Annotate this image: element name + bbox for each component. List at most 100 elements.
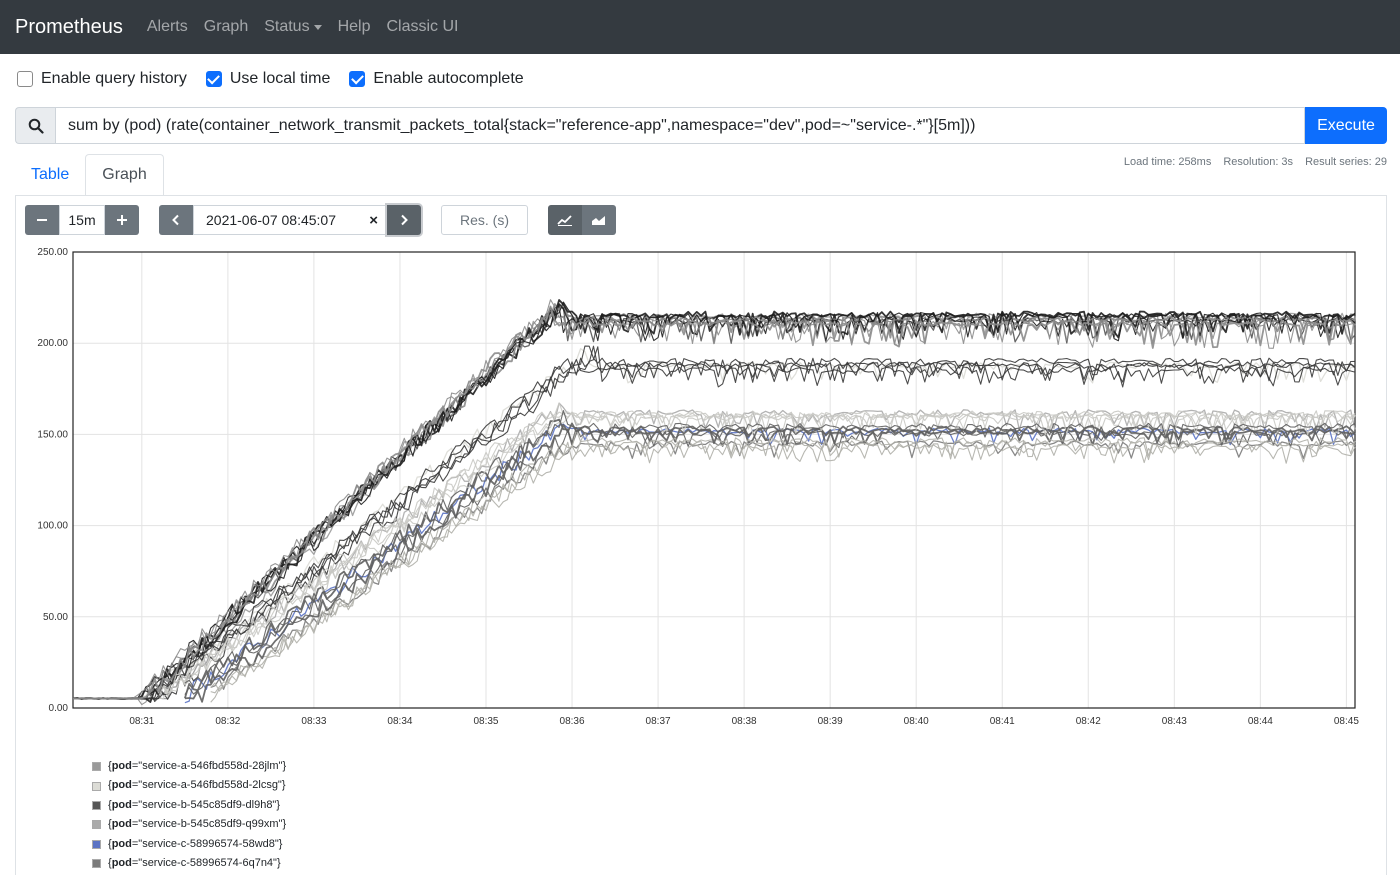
increase-range-button[interactable]	[105, 205, 139, 235]
x-tick-label: 08:32	[215, 716, 240, 727]
x-tick-label: 08:44	[1248, 716, 1273, 727]
x-tick-label: 08:42	[1076, 716, 1101, 727]
x-tick-label: 08:45	[1334, 716, 1359, 727]
option-local-time[interactable]: Use local time	[205, 70, 331, 88]
legend-label: {pod="service-c-58996574-6q7n4"}	[108, 857, 281, 870]
nav-status-label: Status	[264, 18, 310, 35]
query-input[interactable]: sum by (pod) (rate(container_network_tra…	[55, 107, 1305, 144]
local-time-checkbox[interactable]	[205, 71, 222, 87]
legend-item[interactable]: {pod="service-a-546fbd558d-2lcsg"}	[92, 776, 286, 795]
x-tick-label: 08:38	[732, 716, 757, 727]
autocomplete-label: Enable autocomplete	[373, 70, 524, 87]
graph-controls: 15m 2021-06-07 08:45:07 × Res. (s)	[25, 205, 636, 235]
series-line-additional	[210, 429, 1356, 694]
query-bar: sum by (pod) (rate(container_network_tra…	[15, 107, 1387, 144]
nav-alerts[interactable]: Alerts	[146, 18, 188, 35]
series-line-additional	[184, 410, 1356, 688]
series-line-additional	[72, 303, 1356, 700]
query-history-checkbox[interactable]	[17, 71, 33, 87]
chart-legend: {pod="service-a-546fbd558d-28jlm"} {pod="…	[92, 757, 286, 873]
legend-swatch	[92, 859, 101, 869]
previous-time-button[interactable]	[159, 205, 193, 235]
series-line-additional	[141, 346, 1356, 700]
nav-classic-ui[interactable]: Classic UI	[386, 18, 459, 35]
legend-swatch	[92, 781, 101, 791]
end-time-field: 2021-06-07 08:45:07 ×	[193, 205, 387, 235]
x-tick-label: 08:37	[646, 716, 671, 727]
x-tick-label: 08:36	[560, 716, 585, 727]
x-tick-label: 08:33	[301, 716, 326, 727]
time-series-chart[interactable]: 0.00 50.00 100.00 150.00 200.00 250.00 08:31 08…	[20, 245, 1365, 735]
area-chart-icon	[592, 216, 605, 225]
legend-item[interactable]: {pod="service-c-58996574-58wd8"}	[92, 835, 286, 854]
tabs: Table Graph	[15, 154, 1387, 196]
chevron-left-icon	[172, 214, 179, 226]
nav-status[interactable]: Status	[264, 18, 322, 36]
brand-logo[interactable]: Prometheus	[15, 15, 123, 38]
legend-swatch	[92, 839, 101, 849]
legend-swatch	[92, 801, 101, 811]
x-tick-label: 08:34	[387, 716, 412, 727]
execute-button[interactable]: Execute	[1305, 107, 1387, 144]
navbar: Prometheus Alerts Graph Status Help Clas…	[0, 0, 1400, 54]
legend-label: {pod="service-c-58996574-58wd8"}	[108, 837, 283, 850]
legend-label: {pod="service-b-545c85df9-dl9h8"}	[108, 798, 281, 811]
x-tick-label: 08:43	[1162, 716, 1187, 727]
unstacked-button[interactable]	[548, 205, 582, 235]
load-time: Load time: 258ms	[1123, 156, 1212, 168]
legend-item[interactable]: {pod="service-b-545c85df9-dl9h8"}	[92, 796, 286, 815]
resolution: Resolution: 3s	[1223, 156, 1294, 168]
query-history-label: Enable query history	[41, 70, 187, 87]
graph-panel	[15, 195, 1387, 875]
legend-item[interactable]: {pod="service-a-546fbd558d-28jlm"}	[92, 757, 286, 776]
y-tick-label: 100.00	[37, 521, 68, 532]
legend-item[interactable]: {pod="service-b-545c85df9-q99xm"}	[92, 815, 286, 834]
nav-graph[interactable]: Graph	[203, 18, 249, 35]
y-tick-label: 250.00	[37, 247, 68, 258]
tab-graph[interactable]: Graph	[85, 154, 164, 196]
series-line-additional	[184, 422, 1356, 703]
option-autocomplete[interactable]: Enable autocomplete	[349, 70, 524, 88]
y-tick-label: 0.00	[49, 703, 69, 714]
series-line-additional	[141, 345, 1356, 703]
legend-label: {pod="service-b-545c85df9-q99xm"}	[108, 818, 287, 831]
plus-icon	[117, 215, 127, 225]
legend-item[interactable]: {pod="service-c-58996574-6q7n4"}	[92, 854, 286, 873]
legend-label: {pod="service-a-546fbd558d-28jlm"}	[108, 760, 287, 772]
chevron-down-icon	[313, 24, 322, 30]
legend-swatch	[92, 820, 101, 830]
y-tick-label: 150.00	[37, 429, 68, 440]
options-row: Enable query history Use local time Enab…	[17, 70, 543, 88]
x-tick-label: 08:39	[818, 716, 843, 727]
option-query-history[interactable]: Enable query history	[17, 70, 187, 88]
legend-swatch	[92, 762, 101, 772]
series-line-additional	[72, 305, 1356, 700]
range-input[interactable]: 15m	[59, 205, 105, 235]
x-tick-label: 08:35	[473, 716, 498, 727]
y-tick-label: 200.00	[37, 338, 68, 349]
decrease-range-button[interactable]	[25, 205, 59, 235]
plot-frame	[72, 251, 1356, 709]
x-tick-label: 08:41	[990, 716, 1015, 727]
search-icon	[15, 107, 55, 144]
legend-label: {pod="service-a-546fbd558d-2lcsg"}	[108, 779, 286, 792]
tab-table[interactable]: Table	[31, 166, 70, 183]
nav-help[interactable]: Help	[337, 18, 371, 35]
query-stats: Load time: 258ms Resolution: 3s Result s…	[1124, 156, 1387, 168]
x-tick-label: 08:31	[129, 716, 154, 727]
y-tick-label: 50.00	[43, 612, 68, 623]
local-time-label: Use local time	[229, 70, 331, 87]
minus-icon	[37, 219, 47, 221]
clear-time-icon[interactable]: ×	[369, 211, 378, 229]
resolution-input[interactable]: Res. (s)	[441, 205, 528, 235]
autocomplete-checkbox[interactable]	[349, 71, 366, 87]
series-line-additional	[141, 358, 1356, 701]
x-tick-label: 08:40	[904, 716, 929, 727]
next-time-button[interactable]	[387, 205, 421, 235]
end-time-input[interactable]: 2021-06-07 08:45:07	[206, 212, 336, 228]
series-line-additional	[158, 402, 1356, 693]
series-line-additional	[210, 441, 1356, 703]
result-series: Result series: 29	[1305, 156, 1387, 168]
series-line-additional	[184, 418, 1356, 699]
stacked-button[interactable]	[582, 205, 616, 235]
